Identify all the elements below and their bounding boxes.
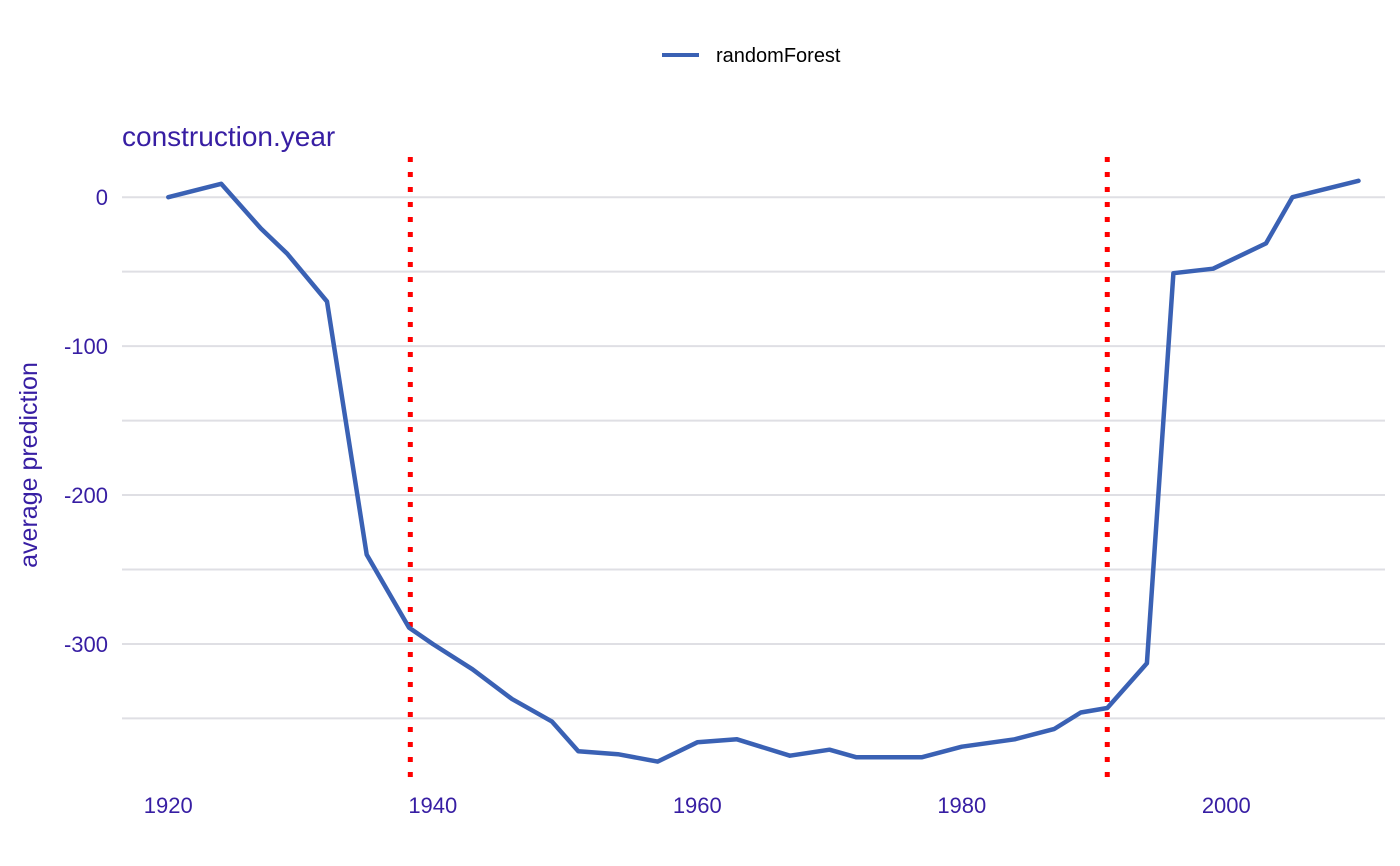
y-tick-label: -100 <box>64 334 108 359</box>
x-axis-ticks: 1920 1940 1960 1980 2000 <box>144 793 1251 818</box>
x-tick-label: 1960 <box>673 793 722 818</box>
series-layer <box>166 178 1361 764</box>
y-tick-label: 0 <box>96 185 108 210</box>
y-tick-label: -300 <box>64 632 108 657</box>
x-tick-label: 1980 <box>937 793 986 818</box>
y-axis-ticks: 0 -100 -200 -300 <box>64 185 108 657</box>
y-axis-title: average prediction <box>15 362 43 568</box>
x-tick-label: 2000 <box>1202 793 1251 818</box>
reference-lines <box>407 157 1110 778</box>
gridlines <box>122 196 1385 720</box>
legend-label-randomforest: randomForest <box>716 45 841 67</box>
y-tick-label: -200 <box>64 483 108 508</box>
x-tick-label: 1920 <box>144 793 193 818</box>
x-tick-label: 1940 <box>408 793 457 818</box>
plot-title: construction.year <box>122 121 335 152</box>
series-line-randomforest <box>166 178 1361 764</box>
legend: randomForest <box>662 45 841 67</box>
